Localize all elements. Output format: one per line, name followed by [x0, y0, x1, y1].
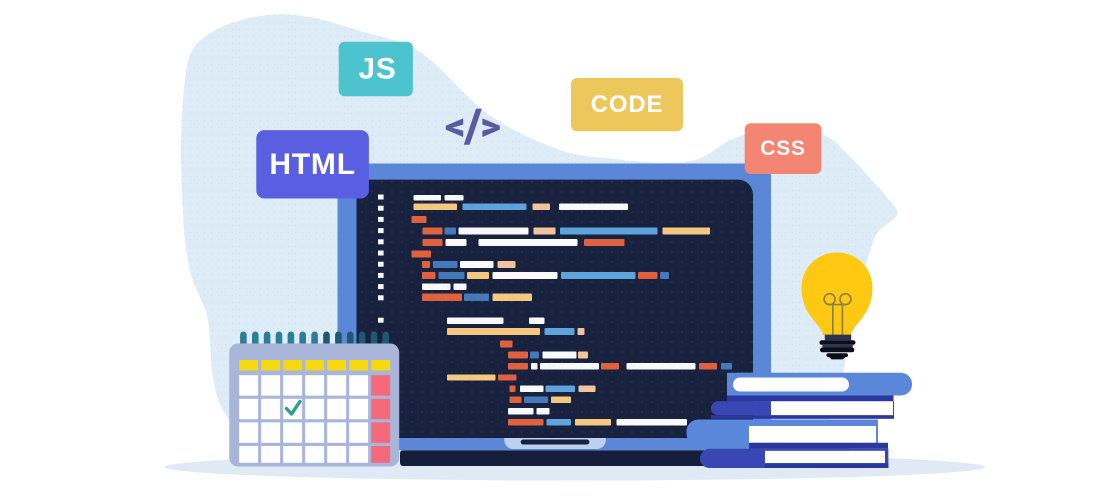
svg-text:HTML: HTML [269, 148, 356, 181]
svg-text:JS: JS [358, 53, 396, 86]
svg-text:CODE: CODE [591, 91, 664, 118]
svg-text:CSS: CSS [760, 137, 806, 160]
